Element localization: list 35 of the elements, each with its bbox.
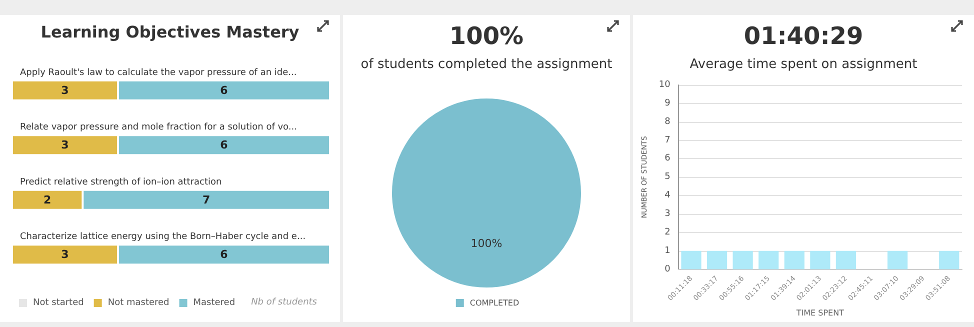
data-label: 6 [220,248,228,262]
x-axis-title: Nb of students [251,298,318,308]
y-tick-label: Apply Raoult's law to calculate the vapor pressure of an ide... [20,68,297,78]
data-label: 3 [61,138,69,152]
chart-title: 100% [449,22,524,50]
y-tick-label: 6 [664,154,671,164]
chart-title: 01:40:29 [744,22,864,50]
y-tick-label: 3 [664,208,670,219]
chart-subtitle: Average time spent on assignment [690,57,918,72]
y-tick-label: Predict relative strength of ion–ion attraction [20,177,222,188]
y-tick-label: 9 [664,98,671,108]
legend-label: Mastered [193,298,236,308]
y-tick-label: 10 [658,80,671,90]
data-label: 7 [202,193,210,206]
legend-label: Not mastered [108,298,170,308]
y-tick-label: Characterize lattice energy using the Born–Haber cycle and e... [20,232,306,242]
data-label: 6 [220,84,228,97]
x-axis-title: TIME SPENT [795,308,844,318]
y-tick-label: 7 [664,135,670,146]
y-tick-label: 1 [664,246,670,256]
data-label: 3 [61,84,69,97]
legend-label: COMPLETED [470,298,520,308]
y-tick-label: 4 [664,190,671,201]
y-tick-label: Relate vapor pressure and mole fraction for a solution of vo... [20,122,297,133]
data-label: 6 [220,138,228,152]
chart-title: Learning Objectives Mastery [40,22,300,42]
data-label: 2 [44,193,52,206]
chart-subtitle: of students completed the assignment [360,57,612,72]
y-tick-label: 2 [664,227,670,238]
y-tick-label: 0 [664,264,671,274]
data-label: 3 [61,248,69,262]
y-tick-label: 5 [664,172,670,182]
legend-label: Not started [33,298,84,308]
data-label: 100% [470,237,502,250]
y-tick-label: 8 [664,116,671,127]
